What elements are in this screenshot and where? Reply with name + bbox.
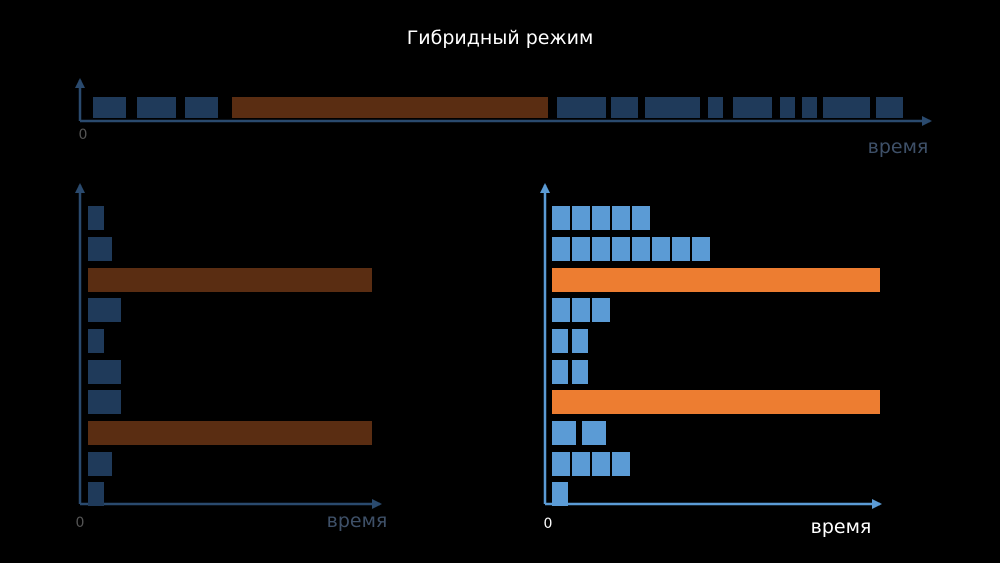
task-square [612,452,630,476]
task-block [557,97,606,118]
task-block [93,97,126,118]
task-square [552,298,570,322]
task-square [632,206,650,230]
task-bar [88,206,104,230]
task-block [733,97,772,118]
origin-label: 0 [76,515,85,531]
task-block [876,97,903,118]
task-bar [88,452,112,476]
axis-label: время [868,136,929,158]
axis-label: время [327,510,388,532]
task-square [672,237,690,261]
task-square [552,482,568,506]
task-block [802,97,817,118]
task-square [592,237,610,261]
task-block [645,97,700,118]
task-bar [88,390,121,414]
task-square [572,237,590,261]
task-block [780,97,795,118]
long-task-bar [88,421,372,445]
task-square [572,329,588,353]
axis-label: время [811,516,872,538]
task-block [611,97,638,118]
long-task-bar [552,268,880,292]
task-bar [88,237,112,261]
task-bar [88,298,121,322]
origin-label: 0 [79,127,88,143]
task-square [652,237,670,261]
task-square [552,360,568,384]
task-bar [88,360,121,384]
long-task-bar [88,268,372,292]
task-square [612,206,630,230]
task-block [137,97,176,118]
task-square [692,237,710,261]
long-task-block [232,97,548,118]
task-square [552,237,570,261]
task-block [823,97,870,118]
task-block [185,97,218,118]
task-square [592,452,610,476]
task-square [582,421,606,445]
task-square [592,298,610,322]
task-square [612,237,630,261]
task-bar [88,329,104,353]
task-square [572,452,590,476]
task-square [552,452,570,476]
title: Гибридный режим [407,27,594,49]
task-square [592,206,610,230]
task-square [572,206,590,230]
task-block [708,97,723,118]
task-square [572,360,588,384]
task-square [552,206,570,230]
task-square [632,237,650,261]
task-square [552,329,568,353]
origin-label: 0 [544,516,553,532]
task-square [552,421,576,445]
long-task-bar [552,390,880,414]
task-square [572,298,590,322]
task-bar [88,482,104,506]
